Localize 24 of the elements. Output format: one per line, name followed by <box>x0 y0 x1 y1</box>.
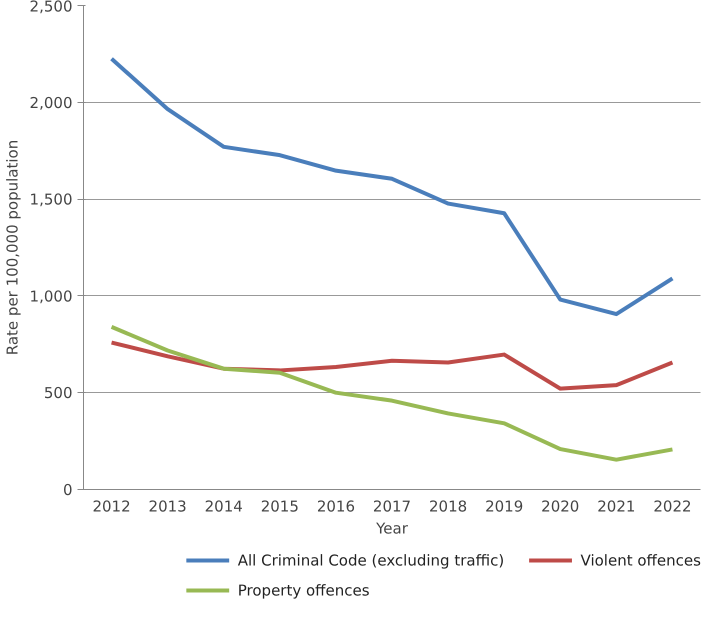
line-series <box>110 56 674 316</box>
legend-label: All Criminal Code (excluding traffic) <box>238 552 504 570</box>
x-tick-label: 2013 <box>148 498 187 516</box>
x-tick-label: 2012 <box>92 498 131 516</box>
y-tick-label: 2,000 <box>30 94 73 112</box>
x-tick-label: 2018 <box>429 498 468 516</box>
x-tick-label: 2014 <box>204 498 243 516</box>
y-tick-label: 1,500 <box>30 190 73 209</box>
x-tick-label: 2021 <box>597 498 636 516</box>
x-tick-label: 2017 <box>372 498 412 516</box>
y-axis-title: Rate per 100,000 population <box>4 140 22 356</box>
y-tick-label: 1,000 <box>30 287 73 306</box>
x-tick-label: 2019 <box>485 498 524 516</box>
x-tick-label: 2020 <box>541 498 580 516</box>
x-axis-title: Year <box>375 520 409 538</box>
legend-label: Violent offences <box>580 552 702 570</box>
x-tick-label: 2015 <box>260 498 299 516</box>
y-tick-label: 2,500 <box>30 0 73 16</box>
line-series <box>110 324 674 462</box>
y-tick-label: 500 <box>44 384 73 402</box>
y-tick-label: 0 <box>62 481 73 499</box>
x-tick-label: 2016 <box>316 498 356 516</box>
x-tick-label: 2022 <box>653 498 692 516</box>
legend-label: Property offences <box>238 582 370 600</box>
